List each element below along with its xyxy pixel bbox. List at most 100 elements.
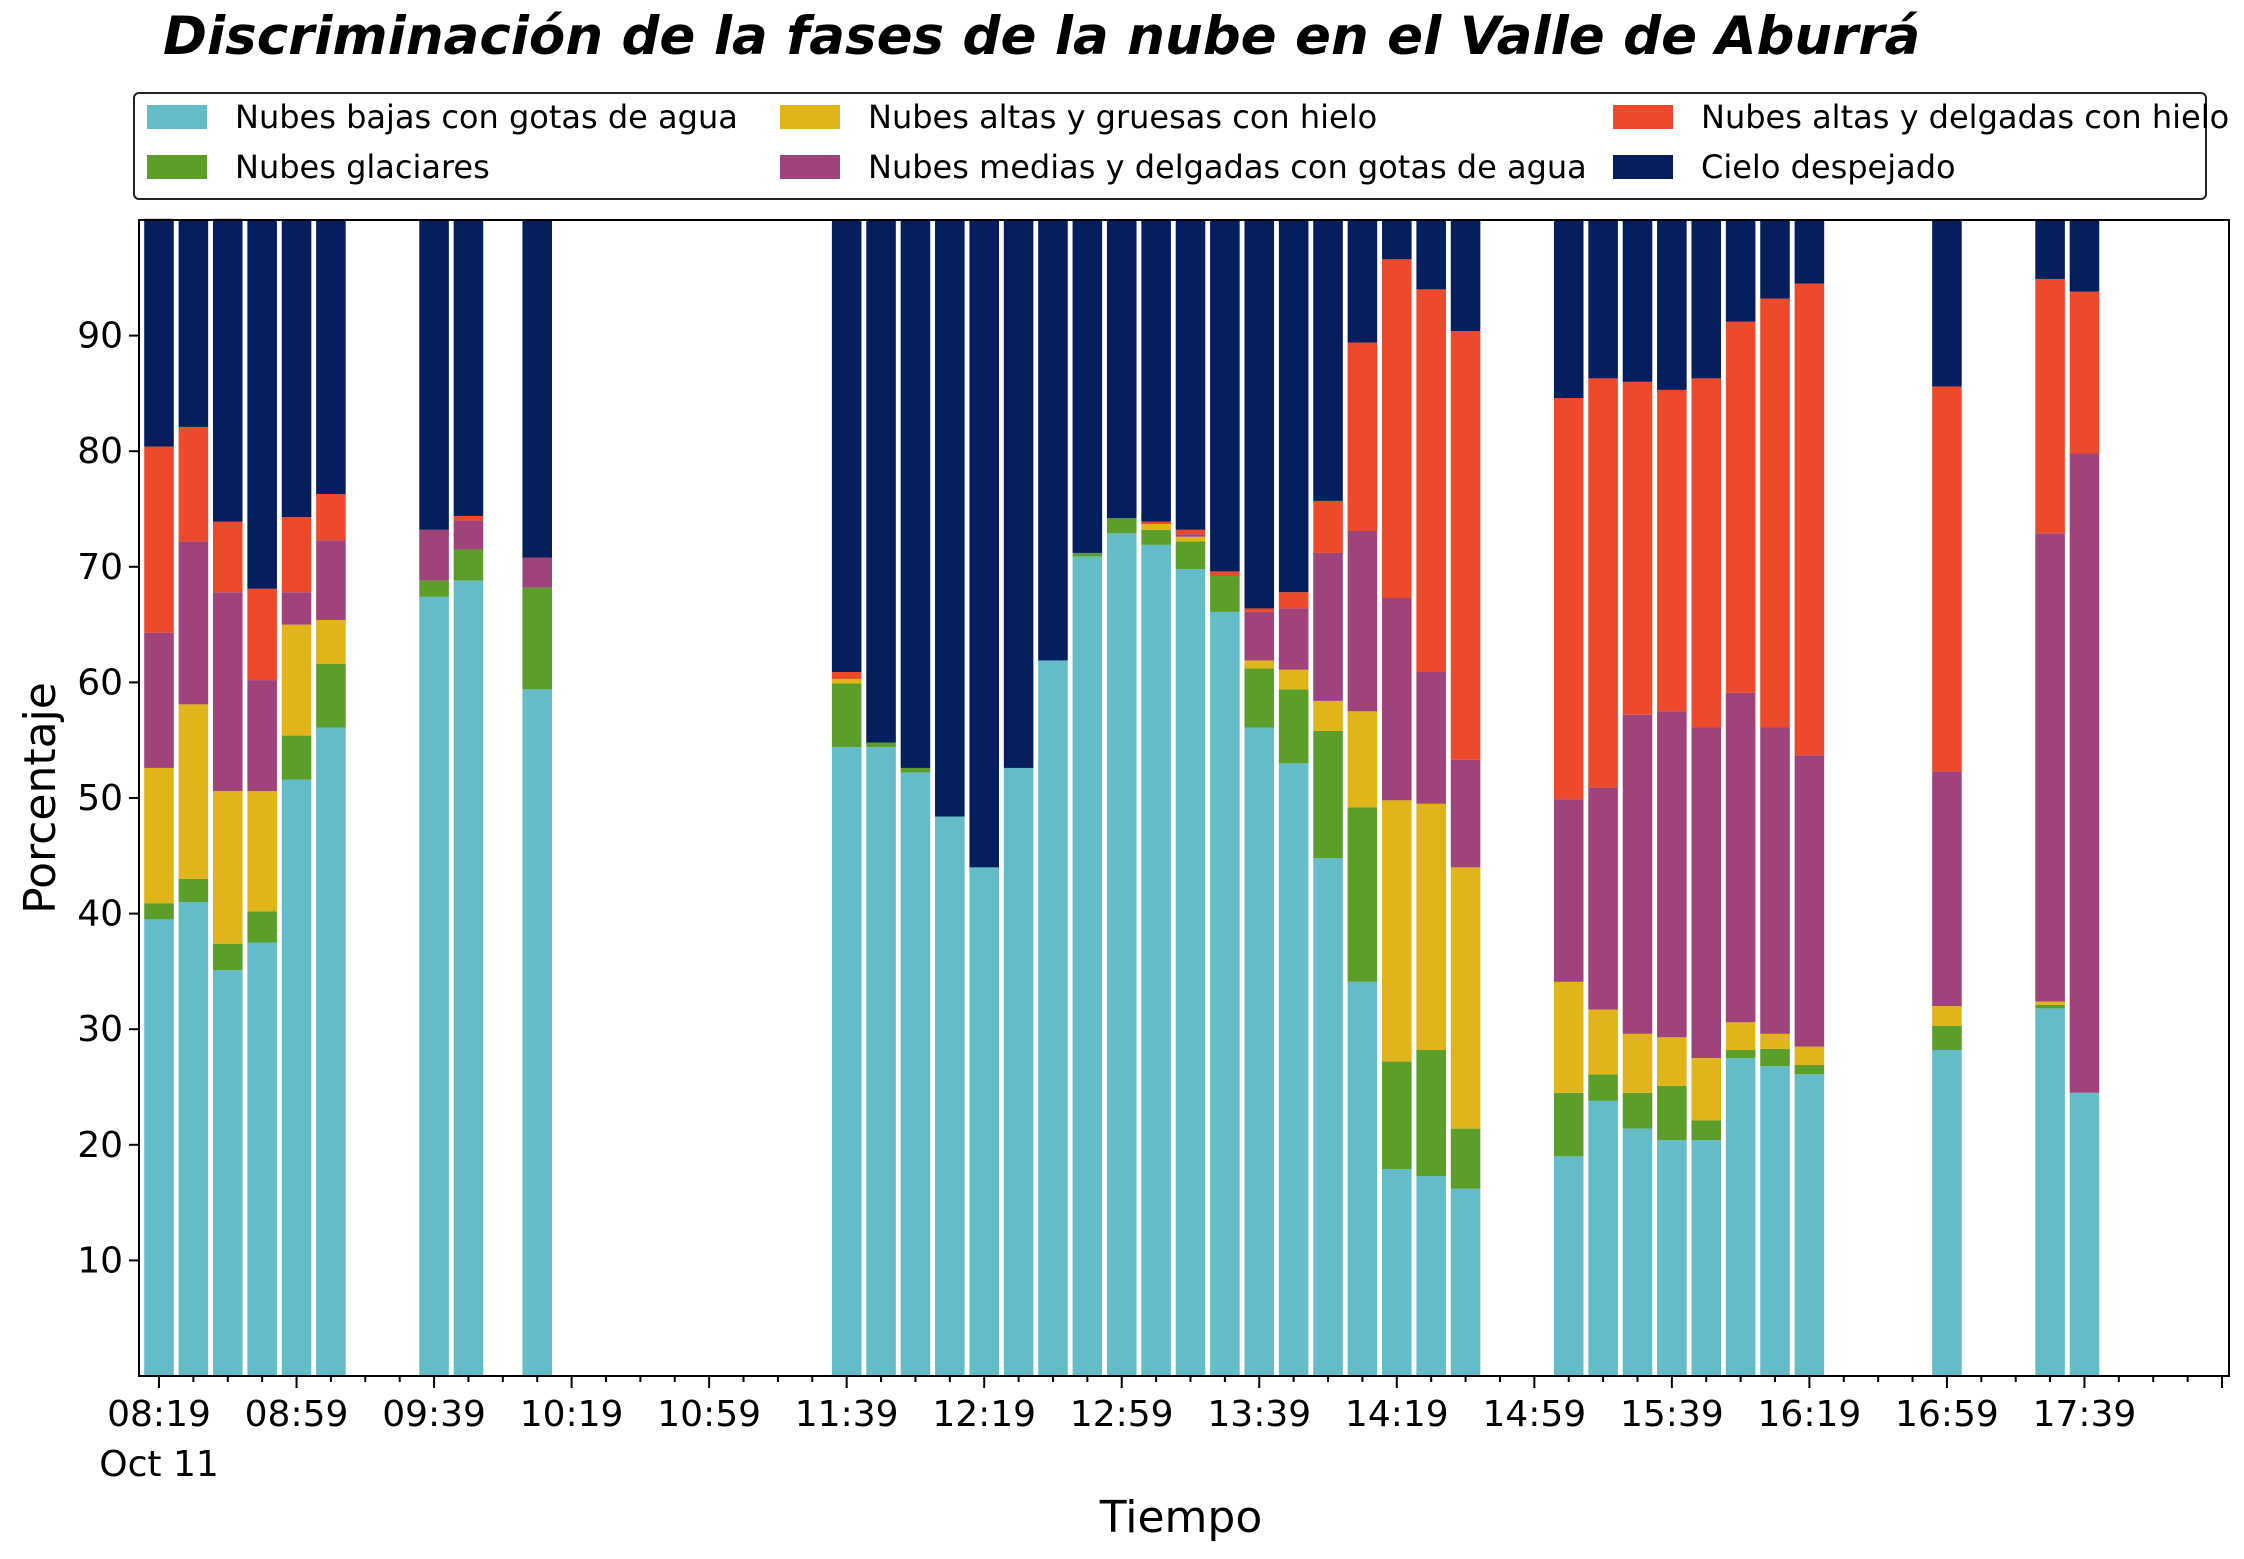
bar-segment xyxy=(1347,220,1378,343)
bar-segment xyxy=(831,683,862,748)
bar-segment xyxy=(1450,1128,1481,1189)
bar-segment xyxy=(1622,1092,1653,1129)
x-date-label: Oct 11 xyxy=(99,1444,219,1485)
bar-segment xyxy=(144,446,174,633)
bar-segment xyxy=(1553,799,1584,982)
bar-segment xyxy=(1313,552,1343,701)
bar-segment xyxy=(1657,1085,1687,1141)
bar-segment xyxy=(2035,1004,2065,1009)
bar-segment xyxy=(1657,389,1687,712)
bar-segment xyxy=(1588,1074,1618,1101)
legend-swatch xyxy=(1613,105,1673,129)
legend-swatch xyxy=(780,105,840,129)
bar-segment xyxy=(1691,378,1722,728)
x-tick-label: 12:59 xyxy=(1070,1394,1174,1435)
bar-segment xyxy=(144,767,174,904)
x-tick-label: 08:19 xyxy=(107,1394,211,1435)
bar-segment xyxy=(1003,767,1034,1376)
bar-segment xyxy=(1175,534,1206,537)
bar-segment xyxy=(1175,541,1206,570)
bar-segment xyxy=(1588,787,1618,1010)
x-tick-label: 10:59 xyxy=(657,1394,761,1435)
y-tick-label: 20 xyxy=(77,1125,123,1166)
bar-segment xyxy=(1932,1025,1962,1051)
bar-segment xyxy=(1691,1140,1722,1376)
legend-entry-nubes-altas-delgadas: Nubes altas y delgadas con hielo xyxy=(1613,98,2229,136)
bar-segment xyxy=(178,426,209,542)
bar-segment xyxy=(1691,220,1722,379)
bar-segment xyxy=(866,747,896,1376)
bar-segment xyxy=(144,632,174,768)
bar-segment xyxy=(1932,386,1962,772)
bar-segment xyxy=(1416,1050,1446,1177)
bar-segment xyxy=(281,779,312,1376)
bar-segment xyxy=(1794,1065,1825,1075)
bar-segment xyxy=(1450,867,1481,1129)
bar-segment xyxy=(1657,220,1687,390)
bar-segment xyxy=(453,220,484,516)
bar-segment xyxy=(1725,1058,1756,1376)
bar-segment xyxy=(1622,1128,1653,1376)
bar-segment xyxy=(969,220,999,868)
bar-segment xyxy=(900,220,931,768)
legend-swatch xyxy=(1613,155,1673,179)
bar-segment xyxy=(831,747,862,1376)
legend-swatch xyxy=(780,155,840,179)
bar-segment xyxy=(1244,220,1275,609)
bar-segment xyxy=(2069,453,2100,1093)
bar-segment xyxy=(212,791,243,944)
bar-segment xyxy=(1588,220,1618,379)
bar-segment xyxy=(1210,571,1240,577)
y-tick-label: 30 xyxy=(77,1009,123,1050)
bar-segment xyxy=(866,220,896,743)
bar-segment xyxy=(2035,533,2065,1002)
bar-segment xyxy=(1244,668,1275,728)
bar-segment xyxy=(281,517,312,593)
bar-segment xyxy=(1278,689,1309,764)
legend-label: Nubes altas y delgadas con hielo xyxy=(1701,98,2230,136)
bar-segment xyxy=(1244,611,1275,661)
bar-segment xyxy=(1313,220,1343,501)
bar-segment xyxy=(1244,727,1275,1376)
bar-segment xyxy=(1347,981,1378,1376)
bar-segment xyxy=(1794,283,1825,756)
bar-segment xyxy=(1003,220,1034,768)
bar-segment xyxy=(1278,763,1309,1376)
bar-segment xyxy=(1553,1156,1584,1376)
bar-segment xyxy=(1347,530,1378,712)
bar-segment xyxy=(1416,289,1446,672)
y-tick-label: 80 xyxy=(77,431,123,472)
bar-segment xyxy=(1553,981,1584,1093)
y-tick-label: 10 xyxy=(77,1240,123,1281)
bar-segment xyxy=(1794,1046,1825,1066)
bar-segment xyxy=(1141,220,1171,522)
x-tick-label: 15:39 xyxy=(1620,1394,1724,1435)
bar-segment xyxy=(1382,1061,1412,1170)
legend: Nubes bajas con gotas de agua Nubes glac… xyxy=(133,92,2229,200)
bar-segment xyxy=(1382,800,1412,1062)
bar-segment xyxy=(1244,608,1275,612)
legend-label: Nubes altas y gruesas con hielo xyxy=(868,98,1378,136)
bar-segment xyxy=(1725,1022,1756,1050)
bar-segment xyxy=(1416,220,1446,290)
bar-segment xyxy=(1760,1033,1790,1049)
x-tick-label: 14:19 xyxy=(1345,1394,1449,1435)
bar-segment xyxy=(453,515,484,521)
bar-segment xyxy=(316,493,346,541)
bar-segment xyxy=(281,624,312,736)
bar-segment xyxy=(522,689,552,1376)
legend-entry-nubes-altas-gruesas: Nubes altas y gruesas con hielo xyxy=(780,98,1377,136)
x-tick-label: 13:39 xyxy=(1207,1394,1311,1435)
bar-segment xyxy=(1622,1033,1653,1093)
bar-segment xyxy=(1175,220,1206,530)
bar-segment xyxy=(1278,608,1309,670)
bar-segment xyxy=(1794,220,1825,284)
bar-segment xyxy=(247,791,277,912)
bar-segment xyxy=(1072,552,1103,557)
bar-segment xyxy=(1382,598,1412,801)
bar-segment xyxy=(900,767,931,773)
bar-segment xyxy=(419,220,449,530)
y-tick-label: 70 xyxy=(77,547,123,588)
bar-segment xyxy=(866,742,896,748)
bar-segment xyxy=(1794,1074,1825,1376)
